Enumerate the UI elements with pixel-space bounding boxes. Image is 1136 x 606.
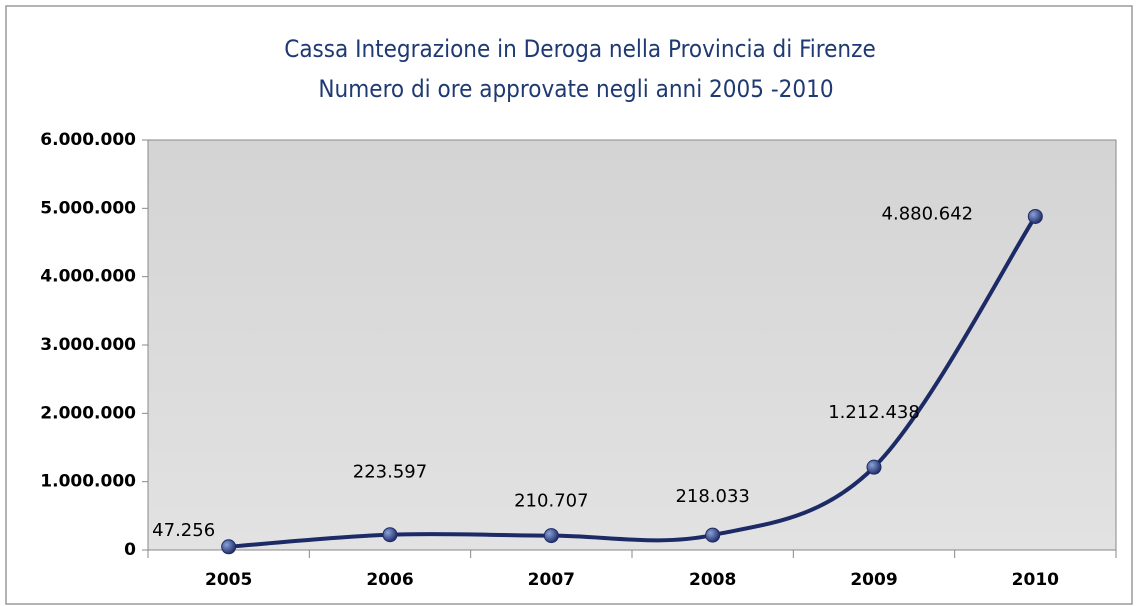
x-tick-label: 2005 (205, 570, 252, 590)
x-tick-label: 2007 (528, 570, 575, 590)
marker (221, 539, 237, 555)
marker (382, 527, 398, 543)
marker (1027, 208, 1043, 224)
data-label: 218.033 (675, 486, 749, 507)
chart-title: Cassa Integrazione in Deroga nella Provi… (284, 35, 876, 63)
marker (705, 527, 721, 543)
data-label: 210.707 (514, 491, 588, 512)
y-tick-label: 6.000.000 (40, 130, 136, 150)
data-label: 4.880.642 (882, 203, 974, 224)
data-label: 47.256 (152, 520, 215, 541)
y-tick-label: 4.000.000 (40, 267, 136, 287)
x-tick-label: 2010 (1012, 570, 1059, 590)
marker (543, 528, 559, 544)
y-tick-label: 3.000.000 (40, 335, 136, 355)
y-tick-label: 2.000.000 (40, 403, 136, 423)
y-tick-label: 5.000.000 (40, 198, 136, 218)
x-tick-label: 2006 (366, 570, 413, 590)
data-label: 1.212.438 (828, 402, 920, 423)
y-tick-label: 0 (124, 540, 136, 560)
x-tick-label: 2009 (850, 570, 897, 590)
plot-area (147, 139, 1117, 551)
x-tick-label: 2008 (689, 570, 736, 590)
chart-subtitle: Numero di ore approvate negli anni 2005 … (318, 75, 833, 103)
data-label: 223.597 (353, 462, 427, 483)
marker (866, 459, 882, 475)
y-tick-label: 1.000.000 (40, 472, 136, 492)
